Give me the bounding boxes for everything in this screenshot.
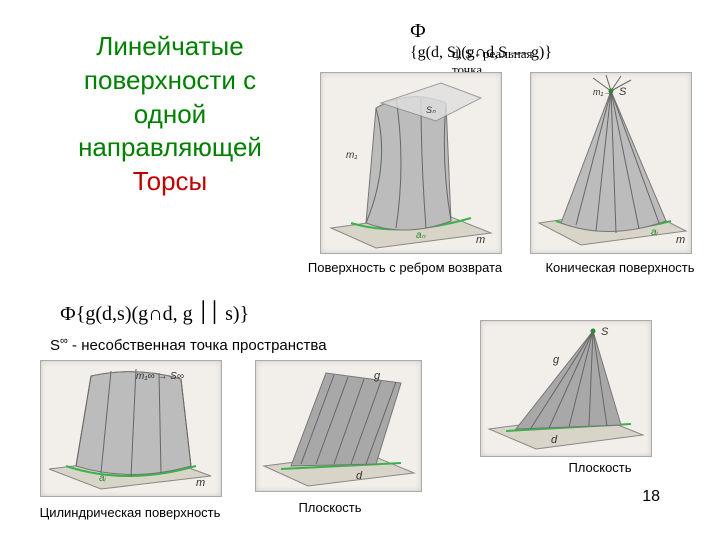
note-s-infinity: S∞ - несобственная точка пространства	[50, 335, 327, 354]
svg-text:g: g	[374, 370, 381, 382]
svg-text:aᵢ: aᵢ	[651, 227, 659, 238]
svg-text:m₁: m₁	[346, 150, 357, 161]
note-text: - несобственная точка пространства	[72, 337, 327, 354]
svg-text:S: S	[619, 86, 627, 98]
formula-top: {g(d, S)(g∩d,S — g)} d, S - реальная точ…	[410, 44, 552, 62]
caption-fig5: Плоскость	[555, 460, 645, 475]
figure-plane-2: S g d	[480, 320, 652, 457]
title-line3: одной	[134, 99, 206, 129]
figure-ridge-surface: m aₙ m₁ Sₙ	[320, 72, 502, 254]
svg-text:m: m	[476, 234, 485, 246]
svg-text:aₙ: aₙ	[416, 230, 427, 241]
svg-text:d: d	[356, 470, 363, 482]
title-line2: поверхности с	[84, 65, 256, 95]
title-line1: Линейчатые	[96, 31, 243, 61]
formula-mid: Ф{g(d,s)(g∩d, g ׀׀ s)}	[60, 303, 249, 326]
svg-text:m₁→: m₁→	[593, 87, 612, 97]
svg-text:S: S	[601, 326, 609, 338]
caption-fig4: Плоскость	[270, 500, 390, 515]
caption-fig2: Коническая поверхность	[530, 260, 710, 275]
svg-text:d: d	[551, 434, 558, 446]
svg-text:m₁∞ → S∞: m₁∞ → S∞	[136, 371, 184, 382]
figure-conical: S m₁→ aᵢ m	[530, 72, 692, 254]
title-line4: направляющей	[78, 132, 262, 162]
svg-text:aᵢ: aᵢ	[99, 473, 107, 484]
svg-text:Sₙ: Sₙ	[426, 105, 436, 115]
figure-cylindrical: m₁∞ → S∞ aᵢ m	[40, 360, 222, 497]
page-number: 18	[642, 488, 660, 506]
svg-text:m: m	[196, 477, 205, 489]
svg-text:m: m	[676, 234, 685, 246]
svg-text:g: g	[553, 354, 560, 366]
caption-fig3: Цилиндрическая поверхность	[30, 505, 230, 520]
title-line5: Торсы	[133, 166, 207, 196]
caption-fig1: Поверхность с ребром возврата	[300, 260, 510, 275]
page-title: Линейчатые поверхности с одной направляю…	[30, 30, 310, 199]
figure-plane-1: g d	[255, 360, 422, 492]
phi-symbol-top: Ф	[410, 20, 426, 43]
